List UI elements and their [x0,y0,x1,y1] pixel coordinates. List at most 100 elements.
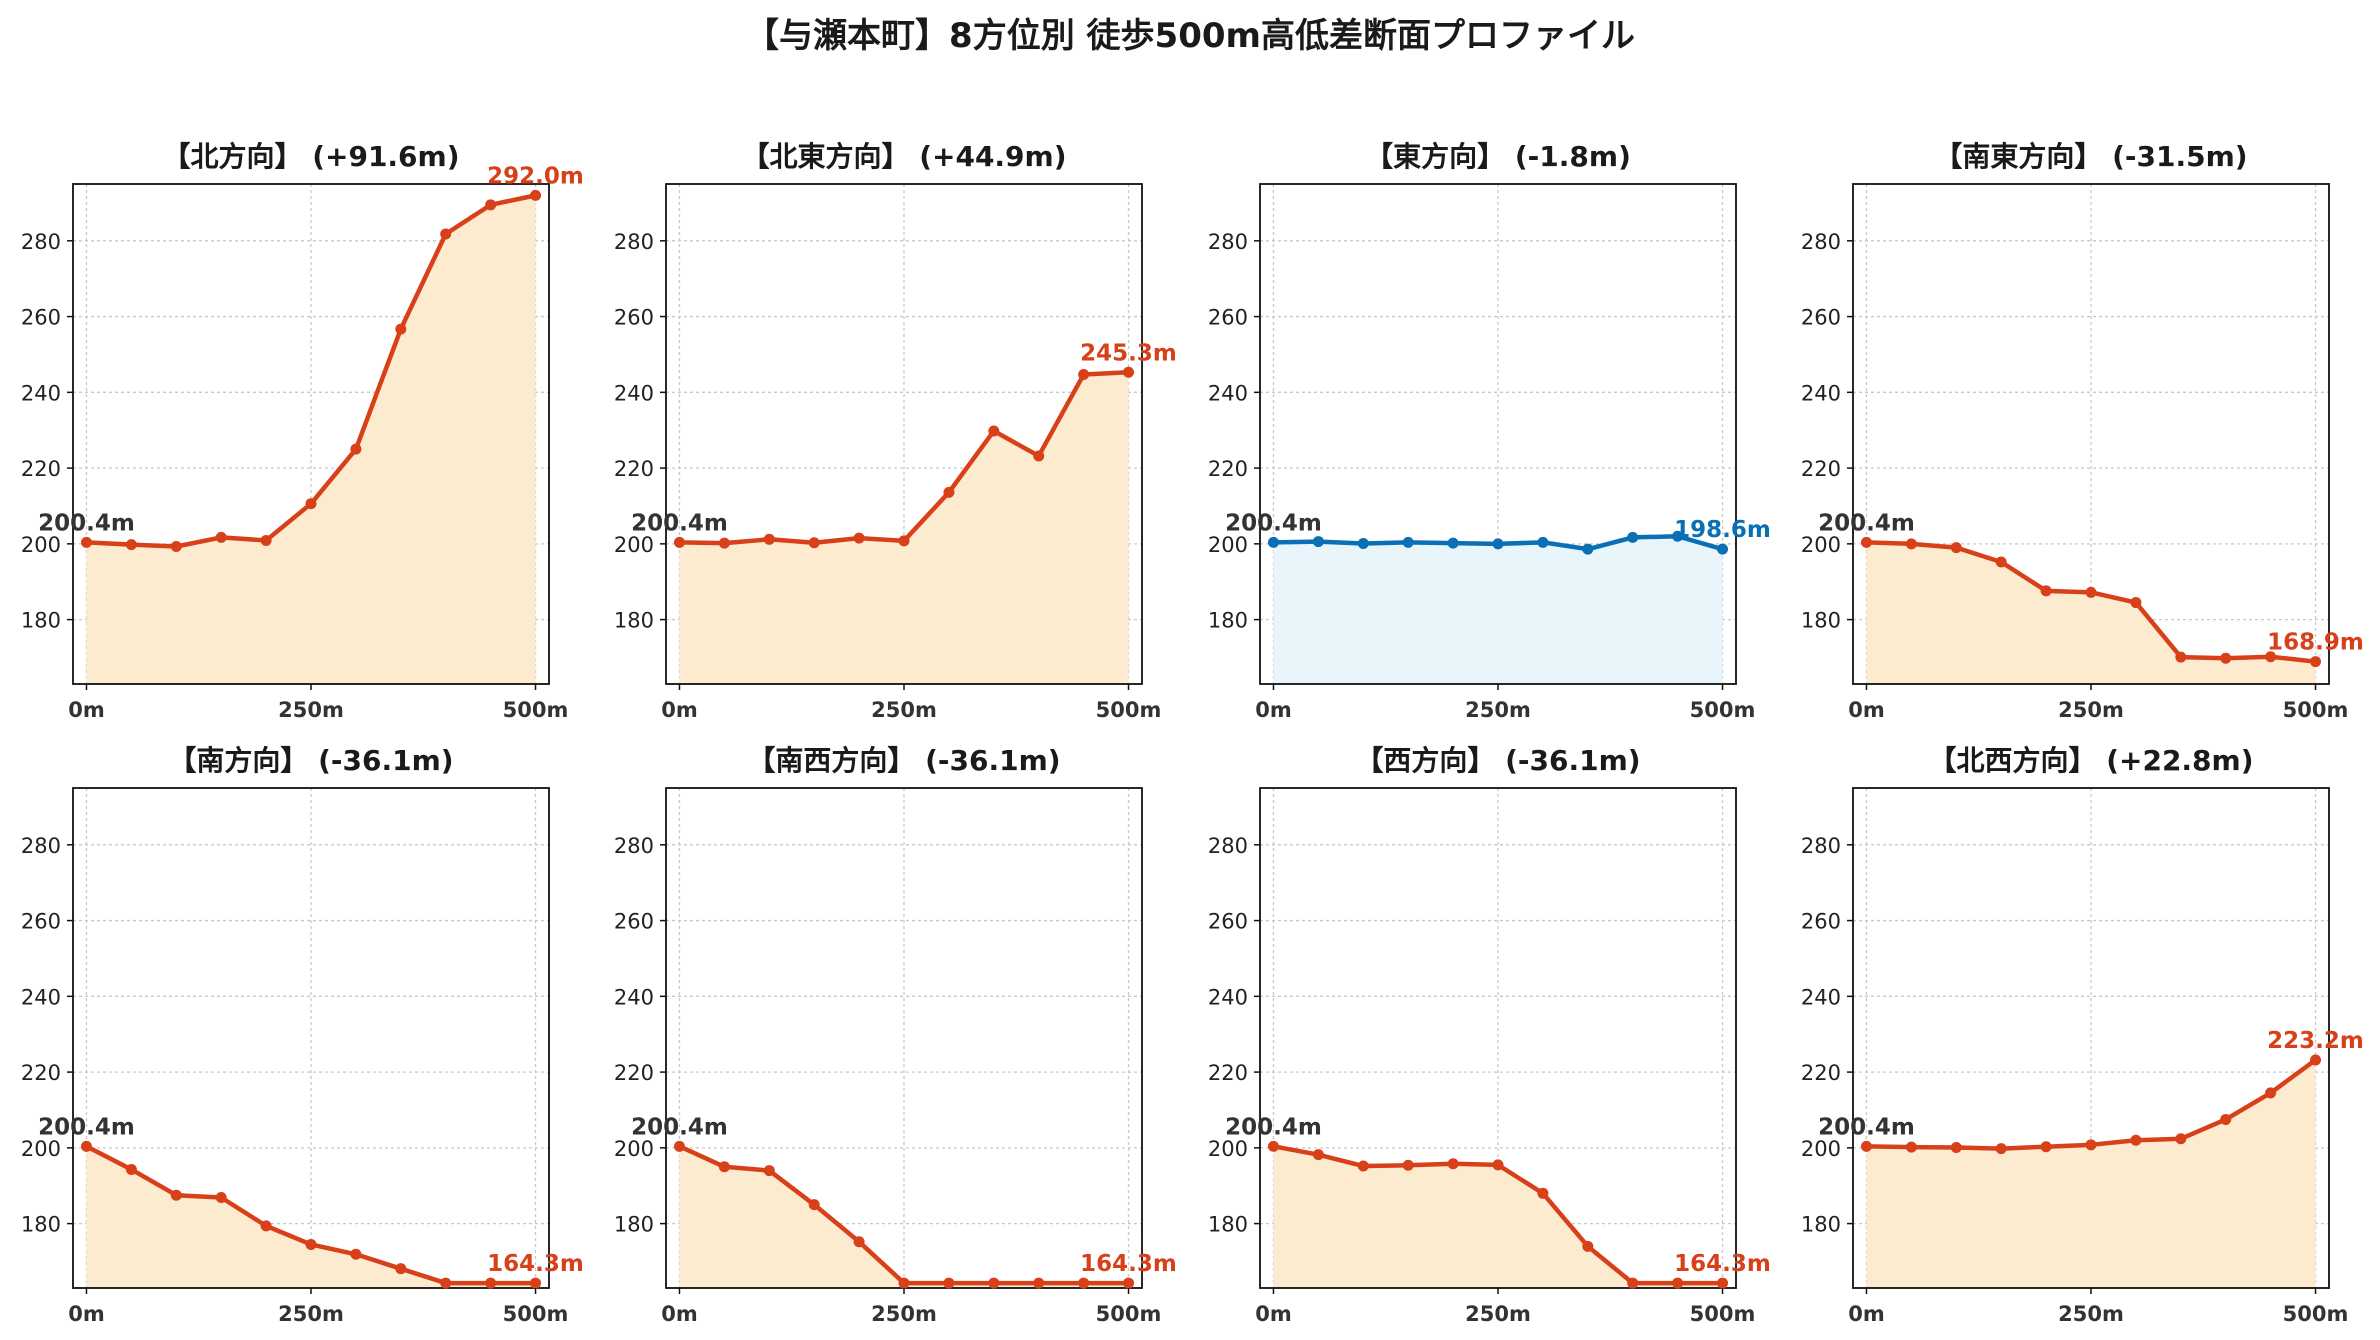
y-tick-label: 220 [614,1061,654,1085]
start-value-label: 200.4m [38,1114,135,1140]
data-point [1267,536,1279,548]
y-tick-label: 260 [1801,306,1841,330]
page-title: 【与瀬本町】8方位別 徒歩500m高低差断面プロファイル [745,16,1635,56]
y-tick-label: 240 [1801,381,1841,405]
x-tick-label: 250m [1465,698,1531,722]
data-point [1537,536,1549,548]
data-point [2085,1139,2097,1151]
data-point [2175,1133,2187,1145]
chart-title: 【南西方向】 (-36.1m) [747,744,1060,777]
start-value-label: 200.4m [38,510,135,536]
data-point [1905,538,1917,550]
x-tick-label: 500m [2283,698,2349,722]
chart-title: 【南東方向】 (-31.5m) [1934,140,2247,173]
end-value-label: 292.0m [487,163,584,189]
data-point [305,498,317,510]
data-point [898,1277,910,1289]
y-tick-label: 260 [21,910,61,934]
y-tick-label: 260 [614,306,654,330]
chart-panel: 【北方向】 (+91.6m) 180 200 220 240 260 280 0m 250m 50… [21,140,584,722]
chart-panel: 【北西方向】 (+22.8m) 180 200 220 240 260 280 0m 250m 5… [1801,744,2364,1326]
x-tick-label: 250m [2058,698,2124,722]
data-point [2310,1054,2322,1066]
y-tick-label: 280 [1208,834,1248,858]
data-point [395,323,407,335]
data-point [1627,531,1639,543]
y-tick-label: 240 [1801,985,1841,1009]
data-point [1717,543,1729,555]
data-point [170,541,182,552]
x-tick-label: 0m [1848,1302,1885,1326]
y-tick-label: 240 [21,381,61,405]
data-point [1492,1159,1504,1171]
data-point [2085,586,2097,598]
data-point [2130,1134,2142,1146]
data-point [1078,1277,1090,1289]
data-point [2220,652,2232,664]
data-point [215,1191,227,1203]
chart-panel: 【南方向】 (-36.1m) 180 200 220 240 260 280 0m 250m 50… [21,744,584,1326]
area-fill [86,195,536,684]
data-point [1717,1277,1729,1289]
data-point [260,534,272,546]
y-tick-label: 260 [1801,910,1841,934]
start-value-label: 200.4m [1818,510,1915,536]
start-value-label: 200.4m [1225,1114,1322,1140]
data-point [2265,1087,2277,1099]
y-tick-label: 200 [1801,1137,1841,1161]
area-fill [679,1146,1129,1288]
data-point [673,536,685,548]
x-tick-label: 250m [2058,1302,2124,1326]
data-point [2040,585,2052,597]
data-point [988,425,1000,437]
area-fill [679,372,1129,684]
y-tick-label: 180 [1801,1213,1841,1237]
end-value-label: 223.2m [2267,1028,2364,1054]
data-point [1582,1240,1594,1252]
x-tick-label: 250m [1465,1302,1531,1326]
x-tick-label: 0m [68,1302,105,1326]
data-point [1033,1277,1045,1289]
data-point [395,1263,407,1275]
y-tick-label: 240 [614,985,654,1009]
chart-title: 【北方向】 (+91.6m) [162,140,459,173]
start-value-label: 200.4m [1818,1114,1915,1140]
y-tick-label: 200 [21,533,61,557]
y-tick-label: 200 [1801,533,1841,557]
y-tick-label: 240 [1208,985,1248,1009]
chart-panel: 【北東方向】 (+44.9m) 180 200 220 240 260 280 0m 250m 5… [614,140,1177,722]
y-tick-label: 220 [21,1061,61,1085]
data-point [2130,597,2142,609]
start-value-label: 200.4m [631,1114,728,1140]
y-tick-label: 200 [1208,533,1248,557]
data-point [853,1236,865,1248]
data-point [943,1277,955,1289]
y-tick-label: 220 [1801,457,1841,481]
chart-panel: 【南東方向】 (-31.5m) 180 200 220 240 260 280 0m 250m 5… [1801,140,2364,722]
y-tick-label: 220 [614,457,654,481]
data-point [853,532,865,544]
y-tick-label: 220 [1208,457,1248,481]
x-tick-label: 0m [661,698,698,722]
data-point [1537,1187,1549,1199]
y-tick-label: 280 [614,230,654,254]
end-value-label: 164.3m [1080,1251,1177,1277]
data-point [808,1199,820,1211]
x-tick-label: 500m [503,1302,569,1326]
chart-title: 【北西方向】 (+22.8m) [1928,744,2253,777]
chart-title: 【東方向】 (-1.8m) [1365,140,1631,173]
data-point [2310,656,2322,668]
x-tick-label: 250m [278,1302,344,1326]
data-point [2040,1141,2052,1153]
data-point [1267,1140,1279,1152]
y-tick-label: 260 [1208,910,1248,934]
chart-title: 【西方向】 (-36.1m) [1355,744,1640,777]
start-value-label: 200.4m [1225,510,1322,536]
x-tick-label: 500m [1690,698,1756,722]
end-value-label: 164.3m [1674,1251,1771,1277]
data-point [440,228,452,240]
x-tick-label: 500m [1096,1302,1162,1326]
data-point [1312,1149,1324,1161]
data-point [1033,450,1045,462]
data-point [1860,1140,1872,1152]
